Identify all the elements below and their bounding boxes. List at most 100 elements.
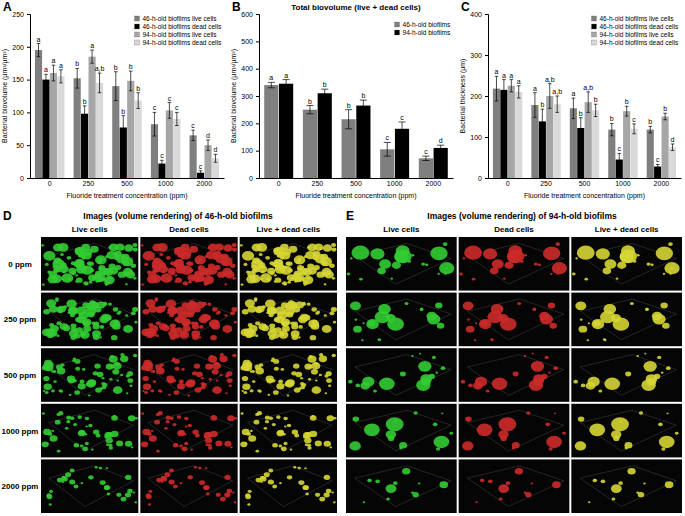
bar-series (57, 70, 219, 178)
column-header: Dead cells (494, 225, 534, 234)
y-tick-label: 100 (12, 109, 24, 116)
image-blob (145, 443, 148, 445)
image-blob (217, 271, 225, 277)
error-bar (206, 140, 210, 150)
image-blob (174, 247, 181, 253)
image-box (580, 410, 676, 451)
image-blob (191, 303, 198, 309)
y-axis-line (485, 15, 489, 179)
image-cell (41, 293, 138, 347)
y-tick-label: 200 (241, 120, 253, 127)
image-blob (232, 243, 237, 247)
significance-letter: a,b (583, 84, 593, 91)
image-blob (201, 382, 206, 386)
image-cell (140, 293, 237, 347)
legend-entry: 94-h-old biofilms live cells (591, 31, 674, 38)
y-tick: 50 (16, 142, 30, 149)
image-box (148, 410, 233, 451)
image-blob (260, 481, 262, 483)
image-blob (219, 355, 227, 362)
image-blob (276, 383, 284, 389)
image-blob (309, 355, 313, 358)
image-blob (636, 491, 639, 493)
image-blob (74, 390, 80, 395)
image-blob (169, 468, 174, 472)
image-blob (173, 485, 178, 489)
image-blob (212, 369, 219, 375)
image-blob (477, 423, 493, 436)
image-blob (645, 308, 649, 311)
x-tick: 250 (312, 180, 324, 187)
x-tick: 0 (506, 180, 510, 187)
image-blob (400, 372, 406, 377)
significance-letter: a,b (545, 76, 555, 83)
image-blob (288, 301, 297, 308)
image-blob (153, 258, 161, 264)
image-blob (420, 374, 432, 383)
image-blob (186, 262, 191, 266)
image-blob (437, 323, 445, 329)
image-blob (307, 264, 314, 270)
image-blob (312, 251, 320, 257)
image-blob (532, 353, 534, 355)
image-blob (101, 382, 106, 386)
panel-label: D (3, 209, 12, 223)
image-blob (232, 492, 235, 494)
image-blob (643, 482, 645, 484)
image-blob (152, 268, 158, 273)
image-blob (156, 308, 162, 313)
image-blob (611, 484, 622, 493)
panel-label: A (3, 0, 12, 14)
image-blob (250, 371, 253, 373)
image-blob (58, 306, 66, 313)
y-tick: 600 (241, 11, 259, 18)
error-bar (572, 98, 576, 119)
y-tick-label: 200 (12, 44, 24, 51)
image-blob (311, 369, 318, 375)
image-blob (210, 335, 217, 340)
bar (662, 117, 669, 179)
image-blob (273, 359, 279, 364)
image-blob (348, 380, 353, 384)
image-blob (311, 307, 316, 311)
image-blob (271, 379, 275, 383)
image-blob (418, 482, 420, 484)
image-blob (575, 301, 586, 310)
image-blob (498, 484, 509, 493)
image-blob (450, 432, 454, 435)
image-blob (70, 468, 75, 472)
y-tick: 500 (241, 38, 259, 45)
image-blob (375, 479, 380, 483)
image-blob (265, 299, 276, 308)
x-axis: 025050010002000 (31, 179, 225, 187)
image-box (580, 299, 676, 340)
image-blob (603, 338, 606, 341)
bar-series (515, 86, 676, 178)
error-bar (153, 112, 157, 136)
image-blob (302, 302, 306, 305)
image-blob (618, 481, 623, 485)
significance-letter: b (323, 81, 327, 88)
x-tick-label: 250 (540, 180, 552, 187)
image-blob (99, 316, 108, 324)
image-blob (466, 326, 475, 333)
y-tick-label: 500 (241, 38, 253, 45)
image-blob (209, 319, 220, 328)
y-tick-mark (485, 55, 488, 56)
image-blob (43, 309, 50, 314)
image-blob (276, 415, 281, 419)
image-blob (58, 243, 69, 252)
image-blob (245, 495, 251, 500)
image-blob (134, 501, 137, 503)
y-tick: 0 (20, 175, 30, 182)
image-blob (208, 356, 217, 363)
significance-letter: c (153, 104, 157, 111)
image-blob (637, 254, 640, 256)
image-blob (60, 253, 64, 256)
image-blob (205, 363, 213, 369)
image-blob (91, 449, 94, 451)
image-blob (332, 354, 336, 357)
error-bar (617, 153, 621, 165)
y-axis-title: Bacterial biovolume (µm³/µm²) (230, 49, 238, 143)
y-tick: 250 (12, 11, 30, 18)
